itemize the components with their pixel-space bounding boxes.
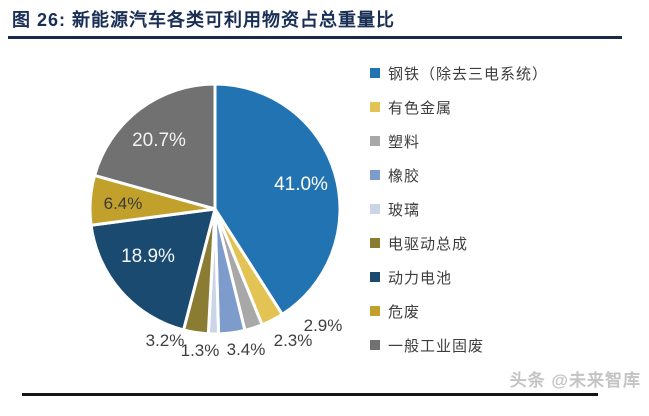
legend-swatch (370, 340, 380, 350)
legend-item: 有色金属 (370, 90, 642, 124)
legend-swatch (370, 136, 380, 146)
slice-label: 20.7% (132, 130, 186, 151)
legend-swatch (370, 306, 380, 316)
slice-label: 1.3% (181, 341, 220, 360)
watermark-text: 头条 @未来智库 (509, 371, 641, 390)
legend-item: 玻璃 (370, 192, 642, 226)
slice-label: 18.9% (121, 246, 175, 267)
legend-label: 塑料 (388, 133, 421, 151)
legend-swatch (370, 272, 380, 282)
legend-label: 玻璃 (388, 201, 421, 219)
legend-label: 一般工业固废 (388, 337, 485, 355)
legend-swatch (370, 204, 380, 214)
pie-slice (93, 82, 217, 211)
figure-title: 图 26: 新能源汽车各类可利用物资占总重量比 (12, 10, 396, 30)
slice-label: 2.3% (274, 331, 313, 350)
slice-label: 2.9% (304, 316, 343, 335)
legend-item: 塑料 (370, 124, 642, 158)
legend-item: 钢铁（除去三电系统） (370, 56, 642, 90)
legend-label: 危废 (388, 303, 421, 321)
legend-swatch (370, 102, 380, 112)
slice-label: 6.4% (104, 194, 143, 213)
pie-slice (89, 207, 217, 332)
legend-item: 一般工业固废 (370, 328, 642, 362)
legend-item: 动力电池 (370, 260, 642, 294)
slice-label: 3.4% (227, 340, 266, 359)
bottom-divider (22, 393, 598, 396)
legend-swatch (370, 170, 380, 180)
legend-label: 动力电池 (388, 269, 453, 287)
legend-swatch (370, 68, 380, 78)
slice-label: 3.2% (146, 331, 185, 350)
legend-label: 电驱动总成 (388, 235, 469, 253)
legend-swatch (370, 238, 380, 248)
legend-label: 有色金属 (388, 99, 453, 117)
legend-label: 橡胶 (388, 167, 421, 185)
chart-legend: 钢铁（除去三电系统） 有色金属塑料橡胶玻璃电驱动总成动力电池危废一般工业固废 (370, 56, 642, 362)
legend-item: 电驱动总成 (370, 226, 642, 260)
legend-item: 橡胶 (370, 158, 642, 192)
legend-item: 危废 (370, 294, 642, 328)
slice-label: 41.0% (274, 174, 328, 195)
legend-label: 钢铁（除去三电系统） (388, 65, 549, 83)
title-underline (8, 36, 622, 39)
